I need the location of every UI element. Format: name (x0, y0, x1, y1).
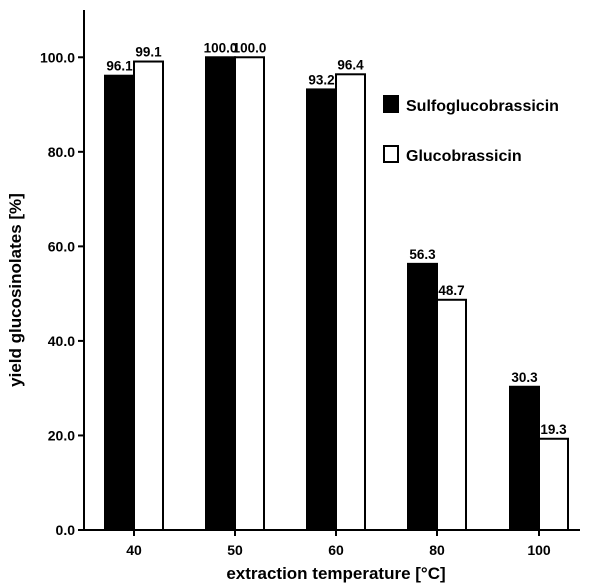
y-tick-label: 80.0 (48, 144, 75, 160)
bar-sulfoglucobrassicin (104, 74, 135, 532)
x-tick-label: 100 (527, 542, 551, 558)
bars (104, 56, 569, 532)
data-label: 100.0 (204, 40, 238, 55)
x-axis-title: extraction temperature [°C] (226, 564, 445, 583)
legend-swatch (383, 95, 399, 113)
data-label: 100.0 (233, 40, 267, 55)
data-label: 96.4 (337, 57, 364, 72)
x-tick-label: 60 (328, 542, 344, 558)
bar-sulfoglucobrassicin (205, 56, 236, 531)
data-label: 48.7 (438, 283, 464, 298)
bar-glucobrassicin (436, 298, 467, 532)
data-label: 96.1 (106, 59, 133, 74)
x-tick-label: 80 (429, 542, 445, 558)
bar-glucobrassicin (234, 56, 265, 531)
y-tick-label: 40.0 (48, 333, 75, 349)
legend: Sulfoglucobrassicin Glucobrassicin (383, 95, 559, 165)
bar-glucobrassicin (538, 437, 569, 532)
axes: 0.0 20.0 40.0 60.0 80.0 100.0 40 50 60 80 100 (40, 10, 580, 558)
y-tick-label: 0.0 (56, 522, 76, 538)
bar-sulfoglucobrassicin (407, 262, 438, 531)
bar-sulfoglucobrassicin (509, 385, 540, 531)
bar-glucobrassicin (335, 73, 366, 531)
y-tick-label: 60.0 (48, 238, 75, 254)
legend-swatch (383, 145, 399, 163)
data-label: 30.3 (511, 370, 538, 385)
data-label: 19.3 (540, 422, 567, 437)
bar-sulfoglucobrassicin (306, 88, 337, 531)
data-label: 56.3 (409, 247, 436, 262)
x-tick-label: 50 (227, 542, 243, 558)
legend-label: Sulfoglucobrassicin (406, 98, 559, 115)
data-label: 99.1 (135, 45, 162, 60)
legend-label: Glucobrassicin (406, 148, 522, 165)
y-axis-title: yield glucosinolates [%] (6, 193, 25, 387)
y-tick-label: 100.0 (40, 49, 75, 65)
y-tick-label: 20.0 (48, 427, 75, 443)
x-tick-label: 40 (126, 542, 142, 558)
bar-glucobrassicin (133, 60, 164, 531)
data-label: 93.2 (308, 72, 334, 87)
